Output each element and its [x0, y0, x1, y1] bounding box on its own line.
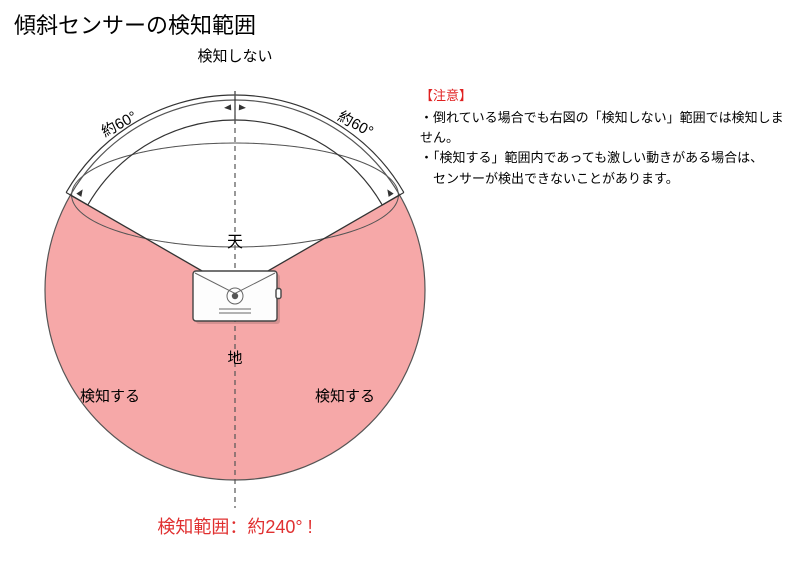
label-no-detect: 検知しない: [197, 45, 272, 66]
detection-range-note: 検知範囲：約240° !: [157, 513, 312, 539]
label-ground: 地: [227, 347, 242, 368]
caution-notes: 【注意】 ・倒れている場合でも右図の「検知しない」範囲では検知しません。 ・「検…: [420, 86, 790, 189]
label-sky: 天: [227, 228, 243, 252]
notes-heading: 【注意】: [420, 86, 790, 106]
notes-line: センサーが検出できないことがあります。: [420, 169, 790, 189]
sensor-device: [193, 271, 281, 324]
tilt-sensor-diagram: 検知しない 約60° 約60° 天 地 検知する 検知する 検知範囲：約240°…: [20, 55, 450, 535]
diagram-svg: [20, 55, 450, 535]
angle-arrowhead: [76, 189, 82, 196]
angle-arrowhead: [387, 189, 393, 196]
notes-line: ・倒れている場合でも右図の「検知しない」範囲では検知しません。: [420, 108, 790, 148]
label-detect-left: 検知する: [80, 385, 140, 406]
page-title: 傾斜センサーの検知範囲: [14, 8, 256, 40]
angle-arrowhead: [239, 104, 246, 110]
notes-line: ・「検知する」範囲内であっても激しい動きがある場合は、: [420, 148, 790, 168]
angle-arrowhead: [224, 104, 231, 110]
label-detect-right: 検知する: [315, 385, 375, 406]
